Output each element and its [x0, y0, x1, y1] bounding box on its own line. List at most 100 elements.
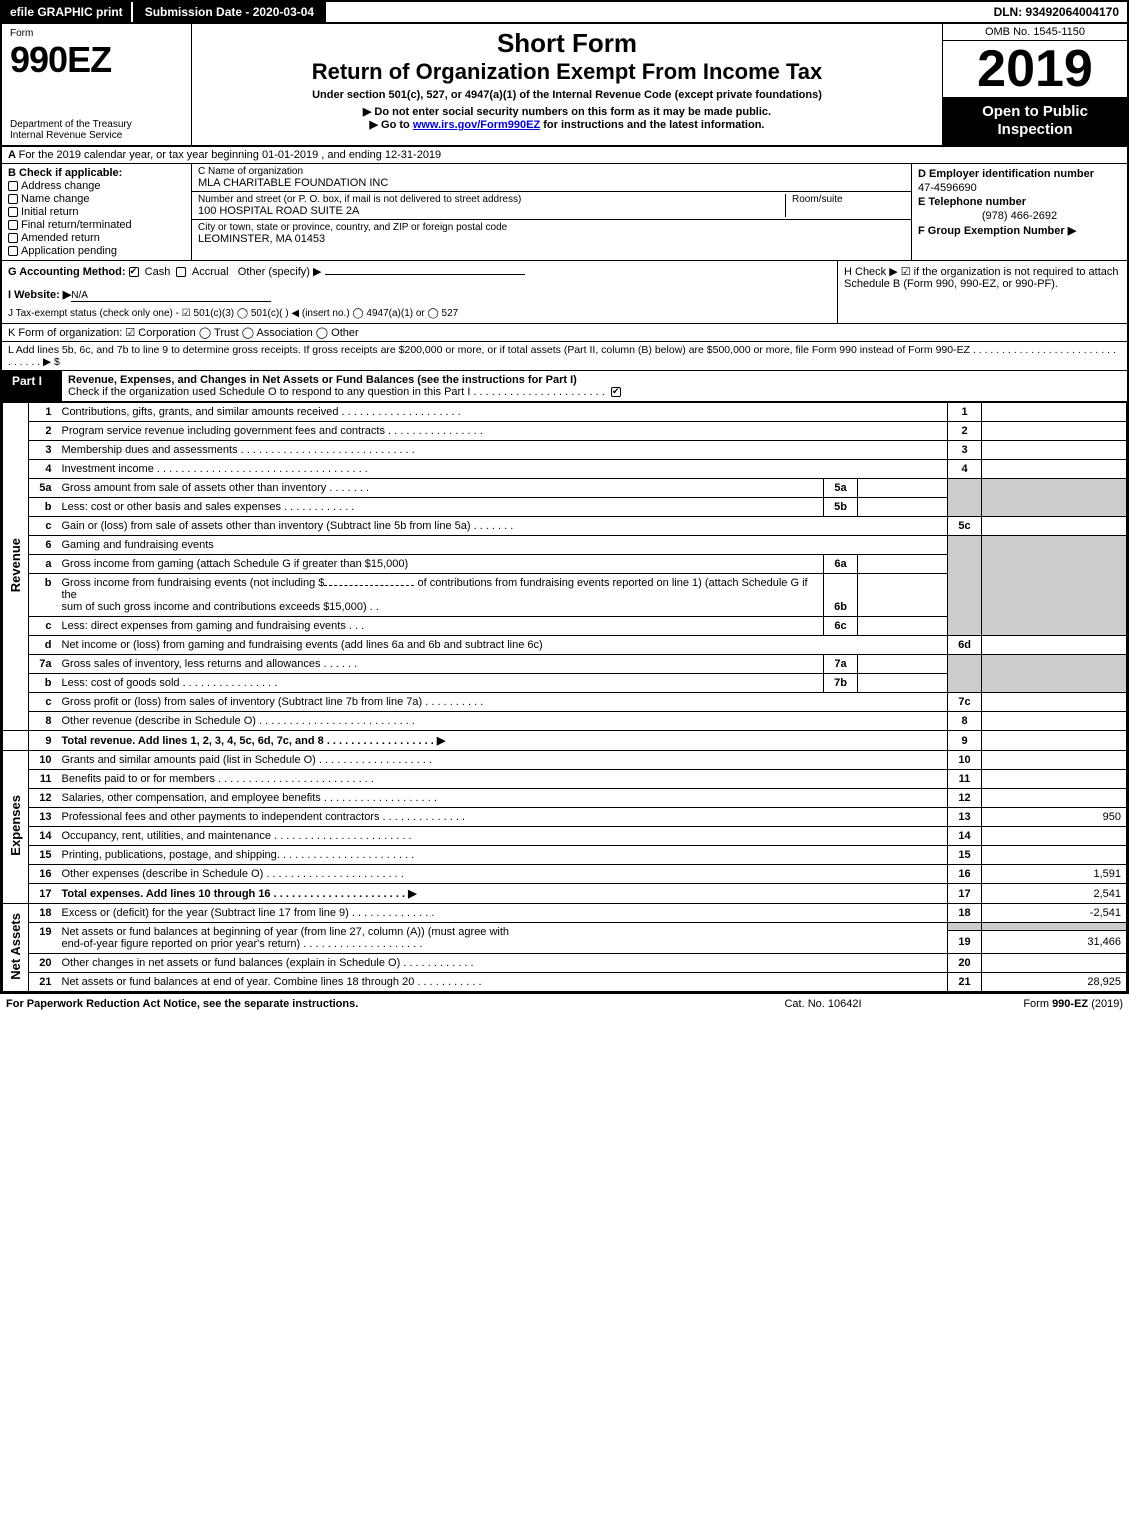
- paperwork-notice: For Paperwork Reduction Act Notice, see …: [6, 998, 723, 1010]
- line-3-desc: Membership dues and assessments . . . . …: [57, 441, 948, 460]
- part-i-title: Revenue, Expenses, and Changes in Net As…: [68, 374, 1121, 386]
- section-bcd: B Check if applicable: Address change Na…: [2, 164, 1127, 261]
- tax-year: 2019: [943, 41, 1127, 97]
- c-city-label: City or town, state or province, country…: [198, 222, 905, 233]
- header-mid: Short Form Return of Organization Exempt…: [192, 24, 942, 145]
- line-14-desc: Occupancy, rent, utilities, and maintena…: [57, 827, 948, 846]
- line-1-value: [982, 403, 1127, 422]
- c-city-value: LEOMINSTER, MA 01453: [198, 233, 905, 245]
- line-15-desc: Printing, publications, postage, and shi…: [57, 846, 948, 865]
- line-18-desc: Excess or (deficit) for the year (Subtra…: [57, 904, 948, 923]
- b-item: Amended return: [8, 232, 185, 244]
- b-item: Application pending: [8, 245, 185, 257]
- line-19-desc: Net assets or fund balances at beginning…: [57, 923, 948, 954]
- efile-label: efile GRAPHIC print: [2, 2, 131, 22]
- line-5c-desc: Gain or (loss) from sale of assets other…: [57, 517, 948, 536]
- line-9-desc: Total revenue. Add lines 1, 2, 3, 4, 5c,…: [57, 731, 948, 751]
- form-subtitle-2b: ▶ Go to www.irs.gov/Form990EZ for instru…: [198, 118, 936, 131]
- line-21-desc: Net assets or fund balances at end of ye…: [57, 973, 948, 992]
- lines-table: Revenue 1 Contributions, gifts, grants, …: [2, 402, 1127, 992]
- header-left: Form 990EZ Department of the Treasury In…: [2, 24, 192, 145]
- form-subtitle-1: Under section 501(c), 527, or 4947(a)(1)…: [198, 89, 936, 101]
- form-header: Form 990EZ Department of the Treasury In…: [2, 24, 1127, 147]
- b-item: Address change: [8, 180, 185, 192]
- line-16-desc: Other expenses (describe in Schedule O) …: [57, 865, 948, 884]
- line-20-desc: Other changes in net assets or fund bala…: [57, 954, 948, 973]
- inspection-notice: Open to Public Inspection: [943, 97, 1127, 145]
- d-tel-label: E Telephone number: [918, 196, 1121, 208]
- submission-date-label: Submission Date - 2020-03-04: [133, 2, 326, 22]
- part-i-header: Part I Revenue, Expenses, and Changes in…: [2, 371, 1127, 402]
- form-version: Form 990-EZ (2019): [923, 998, 1123, 1010]
- line-17-value: 2,541: [982, 884, 1127, 904]
- form-container: efile GRAPHIC print Submission Date - 20…: [0, 0, 1129, 994]
- catalog-number: Cat. No. 10642I: [723, 998, 923, 1010]
- omb-number: OMB No. 1545-1150: [943, 24, 1127, 41]
- line-6c-desc: Less: direct expenses from gaming and fu…: [57, 617, 824, 636]
- form-title-1: Short Form: [198, 28, 936, 59]
- line-4-desc: Investment income . . . . . . . . . . . …: [57, 460, 948, 479]
- line-2-desc: Program service revenue including govern…: [57, 422, 948, 441]
- line-7c-desc: Gross profit or (loss) from sales of inv…: [57, 693, 948, 712]
- line-h: H Check ▶ ☑ if the organization is not r…: [837, 261, 1127, 323]
- top-bar: efile GRAPHIC print Submission Date - 20…: [2, 2, 1127, 24]
- section-c: C Name of organization MLA CHARITABLE FO…: [192, 164, 912, 260]
- part-i-sub: Check if the organization used Schedule …: [68, 386, 1121, 398]
- header-right: OMB No. 1545-1150 2019 Open to Public In…: [942, 24, 1127, 145]
- line-1-desc: Contributions, gifts, grants, and simila…: [57, 403, 948, 422]
- form-number: 990EZ: [10, 39, 187, 81]
- section-a: A For the 2019 calendar year, or tax yea…: [2, 147, 1127, 164]
- c-room-label: Room/suite: [785, 194, 905, 217]
- irs-link[interactable]: www.irs.gov/Form990EZ: [413, 119, 540, 131]
- expenses-label: Expenses: [3, 751, 29, 904]
- line-8-desc: Other revenue (describe in Schedule O) .…: [57, 712, 948, 731]
- c-street-value: 100 HOSPITAL ROAD SUITE 2A: [198, 205, 785, 217]
- line-18-value: -2,541: [982, 904, 1127, 923]
- line-19-value: 31,466: [982, 931, 1127, 954]
- line-k: K Form of organization: ☑ Corporation ◯ …: [2, 324, 1127, 342]
- d-group-label: F Group Exemption Number ▶: [918, 224, 1121, 237]
- line-g: G Accounting Method: Cash Accrual Other …: [8, 265, 831, 278]
- line-12-desc: Salaries, other compensation, and employ…: [57, 789, 948, 808]
- form-subtitle-2a: ▶ Do not enter social security numbers o…: [198, 105, 936, 118]
- section-b: B Check if applicable: Address change Na…: [2, 164, 192, 260]
- line-6d-desc: Net income or (loss) from gaming and fun…: [57, 636, 948, 655]
- line-6-desc: Gaming and fundraising events: [57, 536, 948, 555]
- d-tel: (978) 466-2692: [918, 210, 1121, 222]
- revenue-label: Revenue: [3, 403, 29, 731]
- net-assets-label: Net Assets: [3, 904, 29, 992]
- line-11-desc: Benefits paid to or for members . . . . …: [57, 770, 948, 789]
- line-7a-desc: Gross sales of inventory, less returns a…: [57, 655, 824, 674]
- line-5a-desc: Gross amount from sale of assets other t…: [57, 479, 824, 498]
- section-gh: G Accounting Method: Cash Accrual Other …: [2, 261, 1127, 324]
- department-label: Department of the Treasury Internal Reve…: [10, 119, 187, 141]
- line-7b-desc: Less: cost of goods sold . . . . . . . .…: [57, 674, 824, 693]
- line-5b-desc: Less: cost or other basis and sales expe…: [57, 498, 824, 517]
- d-ein: 47-4596690: [918, 182, 1121, 194]
- b-header: B Check if applicable:: [8, 167, 185, 179]
- form-word: Form: [10, 28, 187, 39]
- line-17-desc: Total expenses. Add lines 10 through 16 …: [57, 884, 948, 904]
- line-j: J Tax-exempt status (check only one) - ☑…: [8, 308, 831, 319]
- line-21-value: 28,925: [982, 973, 1127, 992]
- c-street-label: Number and street (or P. O. box, if mail…: [198, 194, 785, 205]
- c-name-label: C Name of organization: [198, 166, 905, 177]
- c-name-value: MLA CHARITABLE FOUNDATION INC: [198, 177, 905, 189]
- line-l: L Add lines 5b, 6c, and 7b to line 9 to …: [2, 342, 1127, 371]
- form-title-2: Return of Organization Exempt From Incom…: [198, 59, 936, 85]
- line-6b-desc: Gross income from fundraising events (no…: [57, 574, 824, 617]
- line-i: I Website: ▶N/A: [8, 288, 831, 302]
- line-16-value: 1,591: [982, 865, 1127, 884]
- line-13-desc: Professional fees and other payments to …: [57, 808, 948, 827]
- b-item: Name change: [8, 193, 185, 205]
- b-item: Final return/terminated: [8, 219, 185, 231]
- section-d: D Employer identification number 47-4596…: [912, 164, 1127, 260]
- b-item: Initial return: [8, 206, 185, 218]
- dln-label: DLN: 93492064004170: [986, 2, 1127, 22]
- part-i-bar: Part I: [2, 371, 62, 401]
- page-footer: For Paperwork Reduction Act Notice, see …: [0, 994, 1129, 1014]
- d-ein-label: D Employer identification number: [918, 168, 1121, 180]
- line-13-value: 950: [982, 808, 1127, 827]
- line-10-desc: Grants and similar amounts paid (list in…: [57, 751, 948, 770]
- line-6a-desc: Gross income from gaming (attach Schedul…: [57, 555, 824, 574]
